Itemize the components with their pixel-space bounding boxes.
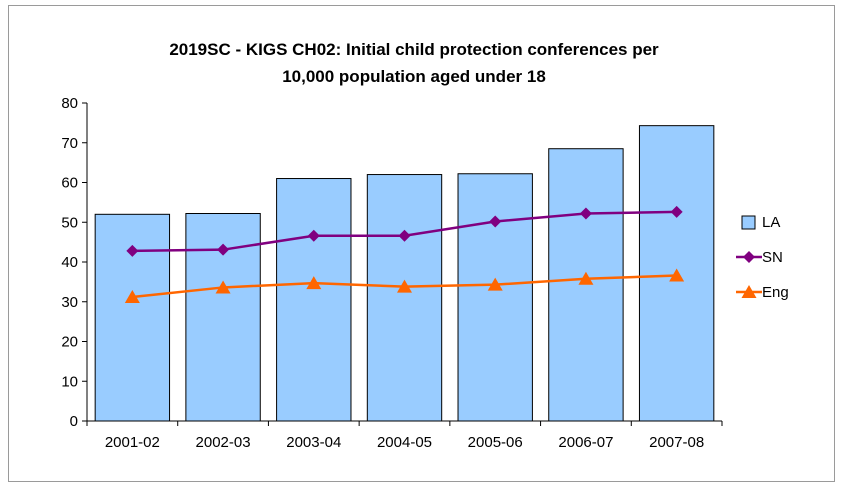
marker-sn [670, 205, 683, 218]
legend-swatch-la [741, 215, 756, 230]
legend-marker-sn [743, 251, 755, 263]
x-tick-label: 2002-03 [196, 434, 251, 451]
y-tick-label: 70 [61, 135, 78, 152]
legend: LA SN Eng [736, 214, 789, 301]
marker-eng [487, 277, 503, 291]
y-tick-label: 30 [61, 294, 78, 311]
x-tick-label: 2003-04 [286, 434, 341, 451]
marker-eng [215, 280, 231, 294]
bar-la [366, 174, 443, 422]
y-tick-label: 20 [61, 334, 78, 351]
marker-eng [578, 271, 594, 285]
x-tick-label: 2006-07 [558, 434, 613, 451]
marker-eng [124, 289, 140, 303]
plot-area: 0 10 20 30 40 50 60 70 80 2001-02 2002-03 2003-04 20… [61, 95, 723, 451]
marker-eng [669, 268, 685, 282]
y-tick-label: 10 [61, 373, 78, 390]
x-tick-label: 2001-02 [105, 434, 160, 451]
y-tick-label: 0 [70, 413, 78, 430]
legend-label-sn: SN [762, 249, 783, 266]
chart-title-line-1: 2019SC - KIGS CH02: Initial child protec… [169, 40, 659, 59]
x-tick-label: 2005-06 [468, 434, 523, 451]
chart-title-line-2: 10,000 population aged under 18 [282, 67, 546, 86]
bar-la [457, 173, 533, 422]
legend-marker-eng [741, 285, 757, 298]
chart-title: 2019SC - KIGS CH02: Initial child protec… [169, 40, 659, 86]
bar-la [276, 178, 352, 422]
chart-svg: 2019SC - KIGS CH02: Initial child protec… [61, 40, 789, 451]
bar-la [548, 148, 624, 422]
y-tick-label: 80 [61, 95, 78, 112]
chart-frame: 2019SC - KIGS CH02: Initial child protec… [8, 5, 835, 482]
y-tick-label: 40 [61, 254, 78, 271]
legend-label-eng: Eng [762, 284, 789, 301]
marker-sn [126, 244, 139, 257]
y-tick-label: 50 [61, 214, 78, 231]
marker-eng [306, 276, 322, 290]
marker-sn [307, 229, 320, 242]
marker-eng [397, 279, 412, 293]
legend-label-la: LA [762, 214, 780, 231]
x-tick-label: 2007-08 [649, 434, 704, 451]
x-tick-label: 2004-05 [377, 434, 432, 451]
y-tick-label: 60 [61, 175, 78, 192]
marker-sn [398, 229, 411, 242]
marker-sn [217, 243, 230, 256]
marker-sn [489, 215, 502, 228]
marker-sn [579, 207, 592, 220]
